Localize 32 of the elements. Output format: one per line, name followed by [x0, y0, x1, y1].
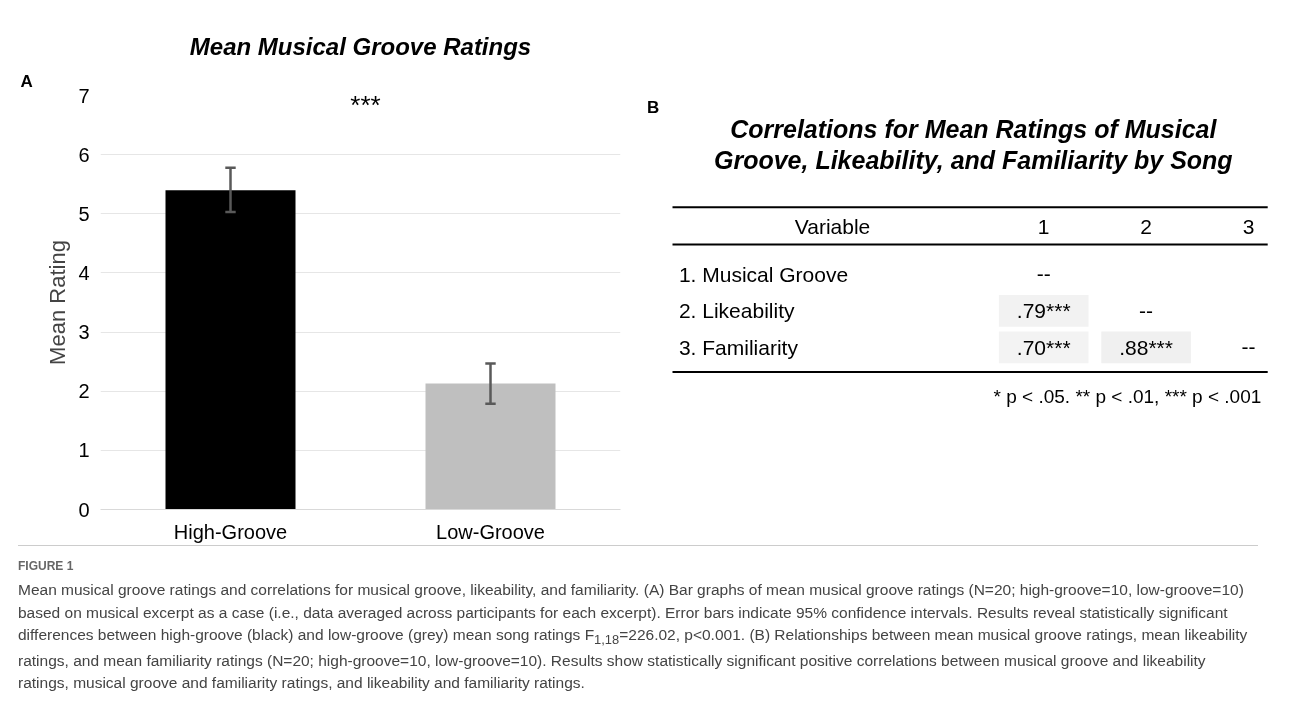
data-label: .79***	[1016, 299, 1071, 323]
x-tick-label: 2	[1140, 214, 1152, 238]
caption: FIGURE 1	[18, 558, 75, 575]
y-axis-title: Variable	[794, 215, 871, 239]
y-tick-label: 7	[78, 84, 90, 107]
x-tick-label: High-Groove	[173, 520, 288, 543]
x-tick-label: 3	[1242, 214, 1255, 238]
y-tick-label: 4	[78, 261, 90, 284]
text: Mean musical groove ratings and correlations for musical groove, likeability, and familiarity. (A) Bar graphs of mean musical groove ratings (N=20; high-groove=10, low-groove=10) based on musical excerpt as a case (i.e., data averaged across participants for each excerpt). Error bars indicate 95% confidence intervals. Results reveal statistically significant differences between high-groove (black) and low-groove (grey) mean song ratings F$_{1,18}$=226.02, p<0.001. (B) Relationships between mean musical groove ratings, mean likeability ratings, and mean familiarity ratings (N=20; high-groove=10, low-groove=10). Results show statistically significant positive correlations between musical groove and likeability ratings, musical groove and familiarity ratings, and likeability and familiarity ratings.	[18, 580, 1249, 694]
data-label: .88***	[1119, 335, 1173, 359]
y-tick-label: 1. Musical Groove	[678, 262, 849, 286]
x-tick-label: 1	[1037, 214, 1050, 238]
data-label: .70***	[1016, 335, 1071, 359]
y-tick-label: 5	[78, 202, 90, 225]
y-tick-label: 2. Likeability	[678, 299, 795, 323]
y-tick-label: 3. Familiarity	[678, 335, 799, 359]
text: --	[1139, 298, 1154, 322]
text: B	[646, 98, 660, 118]
annotation: ***	[350, 89, 381, 120]
y-tick-label: 1	[78, 439, 90, 462]
text: * p < .05. ** p < .01, *** p < .001	[993, 386, 1262, 408]
text: --	[1241, 335, 1256, 359]
y-tick-label: 0	[78, 498, 90, 521]
y-tick-label: 3	[78, 321, 90, 344]
text: --	[1036, 262, 1051, 286]
x-tick-label: Low-Groove	[436, 520, 545, 543]
chart-title: Mean Musical Groove Ratings	[189, 32, 532, 60]
text: A	[20, 71, 33, 91]
y-tick-label: 6	[78, 143, 90, 166]
y-tick-label: 2	[78, 380, 90, 403]
chart-title: Correlations for Mean Ratings of Musical Groove, Likeability, and Familiarity by Song	[713, 114, 1233, 174]
y-axis-title: Mean Rating	[45, 240, 71, 365]
